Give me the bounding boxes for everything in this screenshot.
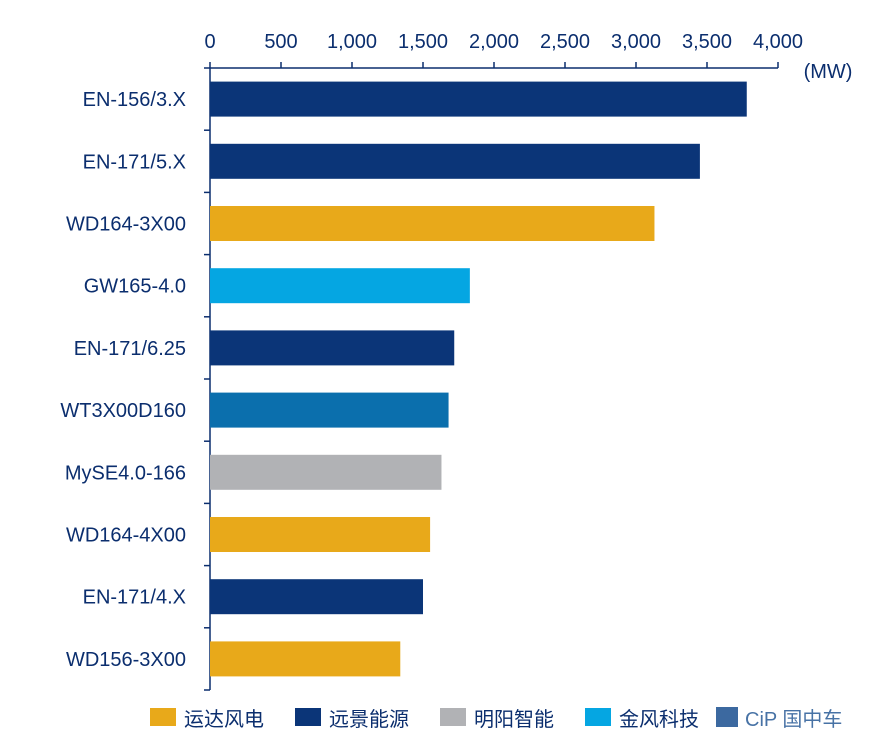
bar (210, 454, 442, 490)
category-label: WD164-3X00 (66, 214, 186, 236)
category-label: GW165-4.0 (84, 276, 186, 298)
x-tick-label: 4,000 (753, 31, 803, 53)
category-label: MySE4.0-166 (65, 462, 186, 484)
x-axis: 0 500 1,000 1,500 2,000 2,500 3,000 3,500 4,000 (204, 31, 803, 69)
legend-label: 金风科技 (619, 708, 699, 731)
bar (210, 517, 431, 552)
legend-swatch (295, 708, 321, 726)
x-tick-label: 3,000 (611, 31, 661, 53)
x-tick-label: 2,000 (469, 31, 519, 53)
category-label: EN-171/4.X (83, 587, 186, 609)
y-axis: EN-156/3.X EN-171/5.X WD164-3X00 GW165-4.0 E… (60, 67, 211, 691)
x-tick-label: 1,000 (327, 31, 377, 53)
bar (210, 330, 455, 366)
watermark-logo-icon (716, 707, 738, 727)
category-label: WD156-3X00 (66, 649, 186, 671)
bar (210, 579, 423, 615)
x-tick-label: 1,500 (398, 31, 448, 53)
legend-label: 远景能源 (329, 708, 409, 731)
legend-swatch (150, 708, 176, 726)
bar (210, 143, 700, 179)
legend-label: 明阳智能 (474, 708, 554, 731)
bar (210, 392, 449, 428)
watermark-text: CiP 国中车 (745, 708, 842, 731)
bar (210, 641, 401, 677)
x-tick-label: 500 (264, 31, 297, 53)
bar (210, 206, 655, 241)
bars (210, 81, 747, 677)
x-tick-label: 3,500 (682, 31, 732, 53)
x-tick-label: 2,500 (540, 31, 590, 53)
legend-label: 运达风电 (184, 708, 264, 731)
category-label: EN-156/3.X (83, 89, 186, 111)
x-tick-label: 0 (204, 31, 215, 53)
bar (210, 81, 747, 117)
legend-swatch (585, 708, 611, 726)
category-label: EN-171/6.25 (74, 338, 186, 360)
unit-label: (MW) (804, 61, 853, 83)
category-label: WT3X00D160 (60, 400, 186, 422)
legend-swatch (440, 708, 466, 726)
category-label: EN-171/5.X (83, 151, 186, 173)
category-label: WD164-4X00 (66, 525, 186, 547)
bar (210, 268, 470, 304)
legend: 运达风电 远景能源 明阳智能 金风科技 (150, 708, 699, 731)
watermark: CiP 国中车 (716, 707, 842, 731)
